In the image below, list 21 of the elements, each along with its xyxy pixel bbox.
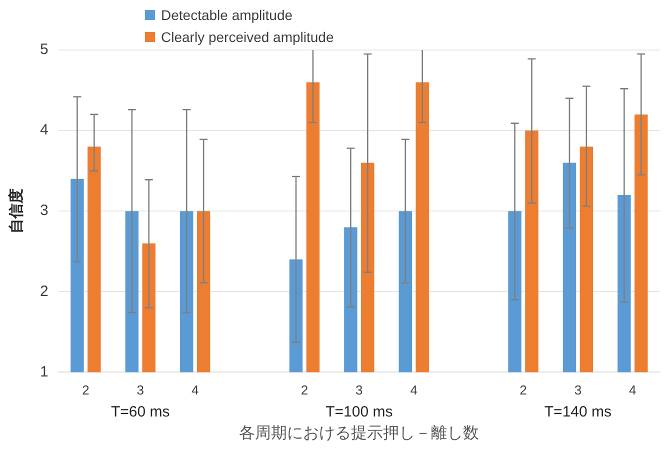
text: T=140 ms bbox=[544, 403, 612, 420]
y-tick-label: 4 bbox=[40, 122, 48, 139]
x-tick-label: 2 bbox=[520, 382, 527, 398]
x-tick-label: 3 bbox=[574, 382, 582, 398]
x-tick-label: 4 bbox=[191, 382, 199, 398]
y-axis-title: 自信度 bbox=[7, 188, 26, 234]
x-tick-label: 3 bbox=[356, 382, 363, 398]
legend-label: Detectable amplitude bbox=[161, 7, 293, 23]
y-tick-label: 3 bbox=[40, 202, 48, 220]
text: T=100 ms bbox=[326, 403, 393, 420]
y-tick-label: 2 bbox=[40, 282, 48, 300]
x-tick-label: 2 bbox=[300, 382, 308, 398]
y-tick-label: 1 bbox=[40, 363, 48, 380]
legend-label: Clearly perceived amplitude bbox=[161, 29, 334, 45]
x-axis-title: 各周期における提示押し－離し数 bbox=[239, 424, 480, 442]
y-tick-label: 5 bbox=[40, 41, 48, 58]
x-tick-label: 2 bbox=[82, 382, 90, 398]
x-tick-label: 4 bbox=[410, 382, 418, 398]
text: T=60 ms bbox=[110, 403, 170, 420]
x-tick-label: 3 bbox=[136, 382, 144, 398]
x-tick-label: 4 bbox=[629, 382, 636, 398]
